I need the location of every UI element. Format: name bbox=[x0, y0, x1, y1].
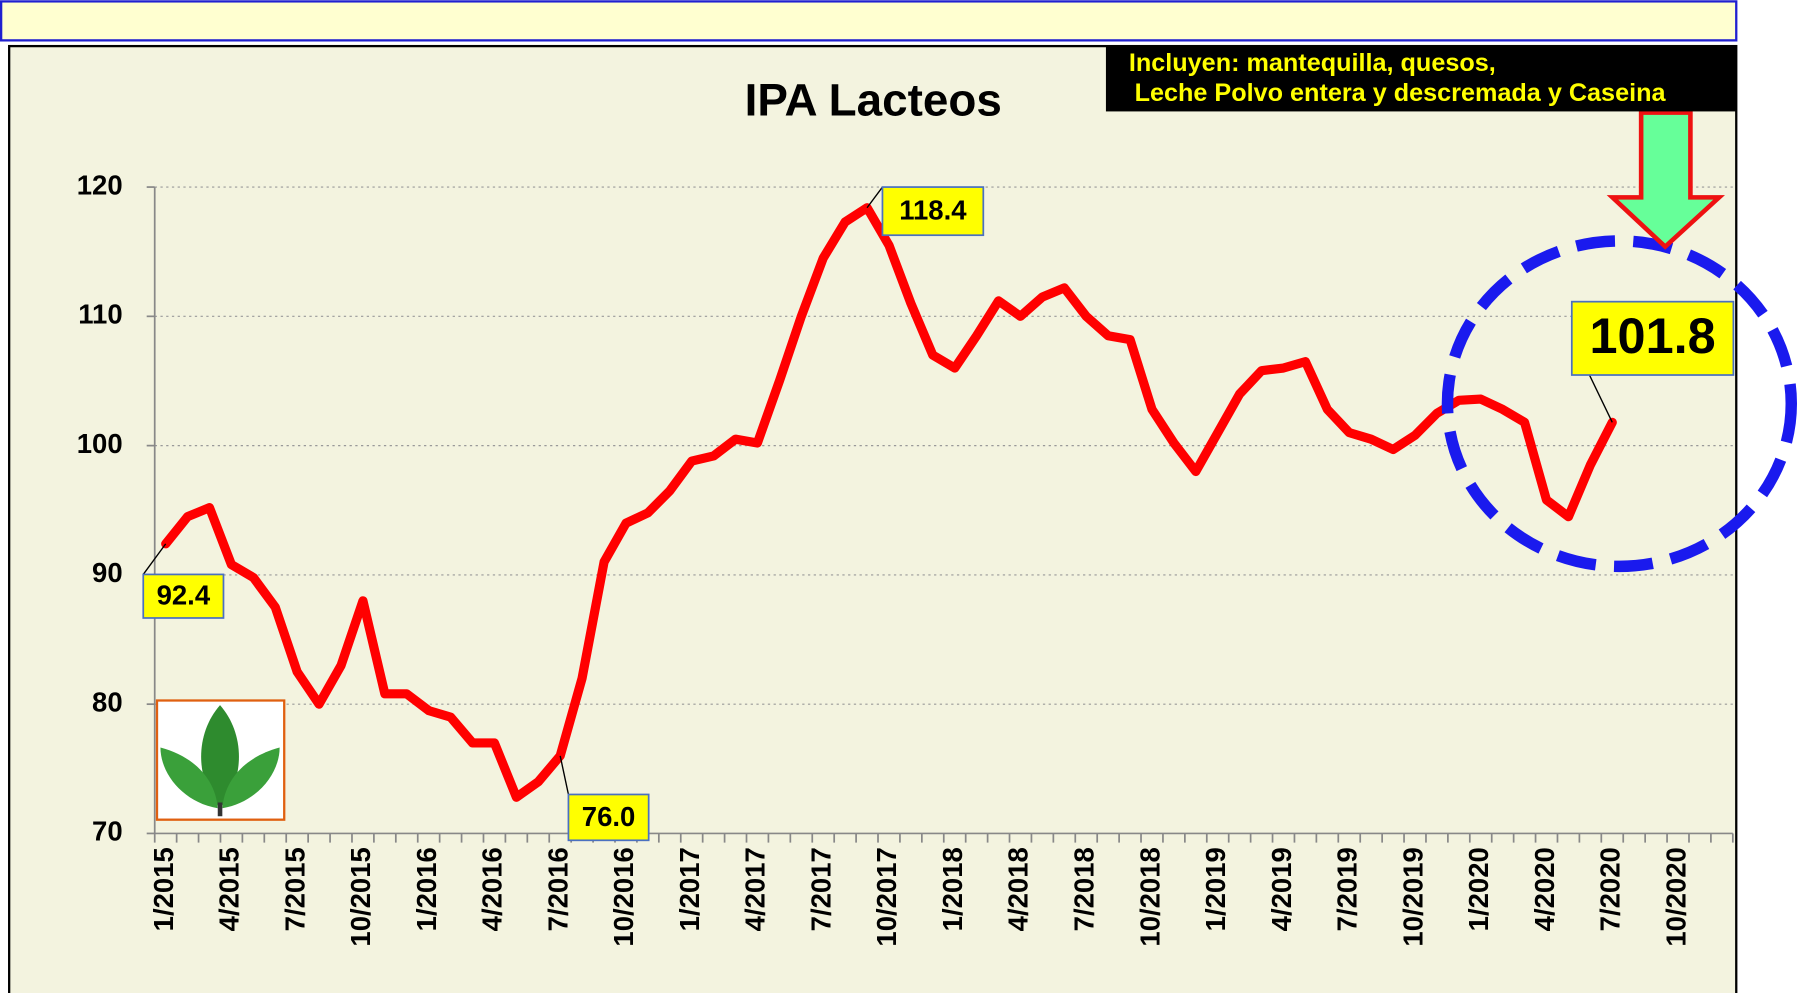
x-tick-label: 7/2020 bbox=[1595, 847, 1626, 931]
y-tick-label: 100 bbox=[77, 428, 123, 459]
arrow bbox=[1606, 110, 1725, 250]
x-tick-label: 7/2019 bbox=[1332, 847, 1363, 931]
x-tick-label: 1/2016 bbox=[411, 847, 442, 931]
x-tick-label: 10/2015 bbox=[345, 847, 376, 946]
x-tick-label: 7/2018 bbox=[1069, 847, 1100, 931]
x-tick-label: 4/2016 bbox=[477, 847, 508, 931]
x-tick-label: 4/2020 bbox=[1529, 847, 1560, 931]
logo-leaf bbox=[201, 705, 239, 809]
top-banner bbox=[0, 0, 1738, 42]
data-line bbox=[161, 203, 1617, 802]
value-label-box bbox=[881, 186, 985, 237]
value-label-box bbox=[142, 573, 225, 619]
logo-leaf bbox=[222, 747, 280, 809]
y-tick-label: 110 bbox=[78, 299, 122, 330]
x-tick-label: 10/2019 bbox=[1397, 847, 1428, 946]
y-tick-label: 120 bbox=[77, 169, 123, 200]
x-tick-label: 10/2016 bbox=[608, 847, 639, 946]
y-tick-label: 80 bbox=[92, 686, 123, 717]
plot: 70 80 90 100 110 120 1/2015 4/2015 7/2015 10/2015… bbox=[77, 169, 1734, 947]
label-leader bbox=[142, 543, 167, 575]
label-leader bbox=[559, 755, 570, 795]
note-box bbox=[1105, 46, 1737, 112]
x-tick-label: 10/2017 bbox=[871, 847, 902, 946]
highlight-ellipse bbox=[1441, 235, 1797, 573]
x-tick-label: 1/2018 bbox=[937, 847, 968, 931]
x-tick-label: 7/2016 bbox=[542, 847, 573, 931]
x-tick-label: 4/2017 bbox=[740, 847, 771, 931]
chart-title: IPA Lacteos bbox=[745, 75, 1002, 126]
x-tick-label: 1/2019 bbox=[1200, 847, 1231, 931]
label-leader bbox=[866, 186, 884, 209]
x-tick-label: 4/2018 bbox=[1003, 847, 1034, 931]
x-tick-label: 1/2020 bbox=[1463, 847, 1494, 931]
x-tick-label: 4/2015 bbox=[214, 847, 245, 931]
x-tick-label: 7/2017 bbox=[805, 847, 836, 931]
x-tick-label: 10/2018 bbox=[1134, 847, 1165, 946]
logo-leaf bbox=[160, 747, 218, 809]
value-label: 76.0 bbox=[582, 801, 636, 832]
logo bbox=[155, 699, 286, 821]
y-tick-label: 90 bbox=[92, 557, 123, 588]
logo-stem bbox=[217, 802, 223, 817]
x-tick-label: 7/2015 bbox=[279, 847, 310, 931]
x-tick-label: 1/2015 bbox=[148, 847, 179, 931]
y-tick-label: 70 bbox=[92, 816, 123, 847]
note-text: Leche Polvo entera y descremada y Casein… bbox=[1135, 79, 1667, 107]
value-label: 92.4 bbox=[157, 580, 211, 611]
x-tick-label: 1/2017 bbox=[674, 847, 705, 931]
value-label: 118.4 bbox=[899, 195, 967, 226]
value-label-box bbox=[1570, 300, 1735, 376]
note-text: Incluyen: mantequilla, quesos, bbox=[1129, 49, 1496, 77]
value-label: 101.8 bbox=[1590, 307, 1716, 364]
x-tick-label: 10/2020 bbox=[1660, 847, 1691, 946]
x-tick-label: 4/2019 bbox=[1266, 847, 1297, 931]
value-label-box bbox=[567, 793, 650, 842]
